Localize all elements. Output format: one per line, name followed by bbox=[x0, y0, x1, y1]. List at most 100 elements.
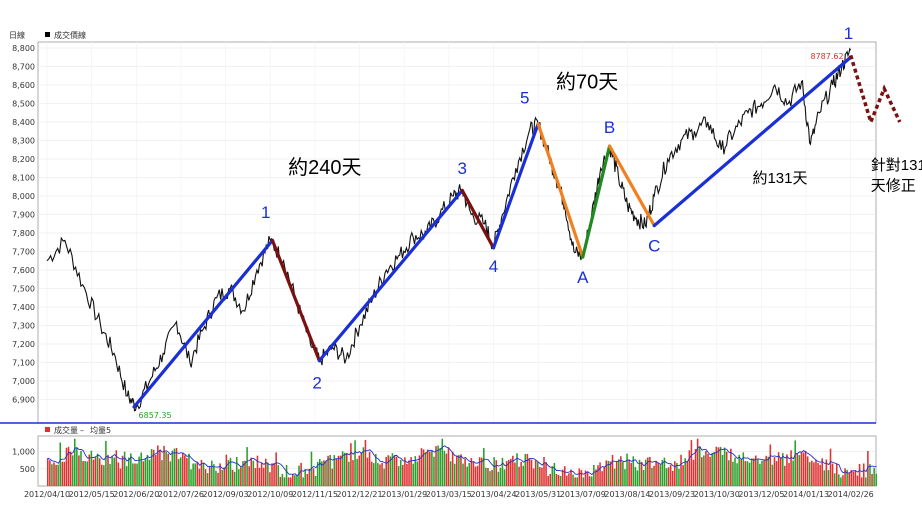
volume-legend-label: 成交量 bbox=[54, 425, 78, 435]
price-tick-label: 8,800 bbox=[12, 44, 35, 53]
volume-bar bbox=[468, 463, 471, 486]
volume-bar bbox=[127, 457, 130, 486]
volume-bar bbox=[615, 461, 618, 486]
wave-label-5: 5 bbox=[520, 89, 529, 108]
ma-legend-label: 均量5 bbox=[90, 425, 111, 435]
volume-bar bbox=[754, 455, 757, 486]
volume-bar bbox=[67, 446, 70, 486]
volume-bar bbox=[507, 459, 510, 486]
volume-bar bbox=[806, 456, 809, 486]
wave-label-3: 3 bbox=[458, 159, 467, 178]
volume-bar bbox=[746, 461, 749, 486]
volume-bar bbox=[539, 467, 541, 486]
volume-bar bbox=[381, 462, 383, 486]
volume-bar bbox=[194, 463, 196, 486]
volume-bar bbox=[59, 442, 62, 486]
volume-bar bbox=[181, 452, 184, 486]
volume-bar bbox=[829, 448, 832, 486]
volume-bar bbox=[651, 467, 653, 486]
volume-bar bbox=[730, 448, 732, 486]
volume-bar bbox=[493, 457, 495, 486]
volume-tick-label: 500 bbox=[20, 465, 35, 474]
panel-title: 日線 bbox=[9, 30, 25, 40]
wave-label-4: 4 bbox=[489, 257, 498, 276]
volume-bar bbox=[219, 463, 221, 486]
volume-bar bbox=[456, 455, 458, 486]
x-date-label: 2013/05/31 bbox=[515, 490, 561, 499]
volume-bar bbox=[705, 451, 707, 486]
wave-3-4-line bbox=[460, 188, 496, 250]
volume-bar bbox=[73, 438, 76, 486]
x-axis-dates: 2012/04/102012/05/152012/06/202012/07/26… bbox=[24, 490, 874, 499]
volume-bar bbox=[489, 471, 491, 486]
volume-bar bbox=[750, 458, 753, 486]
price-tick-label: 7,700 bbox=[12, 248, 35, 257]
volume-bar bbox=[786, 454, 788, 486]
volume-bar bbox=[445, 453, 448, 486]
volume-bar bbox=[860, 477, 863, 486]
volume-bar bbox=[576, 477, 578, 486]
volume-bar bbox=[372, 463, 375, 486]
volume-bar bbox=[92, 459, 95, 486]
volume-bar bbox=[107, 454, 109, 486]
volume-bar bbox=[522, 465, 525, 486]
volume-bar bbox=[478, 457, 481, 486]
volume-bar bbox=[206, 473, 209, 486]
volume-bar bbox=[779, 457, 782, 486]
volume-bar bbox=[298, 465, 300, 486]
volume-bar bbox=[406, 463, 408, 486]
price-tick-label: 7,600 bbox=[12, 266, 35, 275]
volume-bar bbox=[586, 472, 589, 486]
volume-bar bbox=[520, 461, 522, 486]
volume-bar bbox=[368, 451, 371, 486]
volume-bar bbox=[819, 464, 821, 486]
volume-bar bbox=[306, 474, 309, 486]
volume-bar bbox=[617, 459, 620, 486]
wave-labels: 1 2 3 4 5 A B C 1 bbox=[261, 24, 853, 393]
volume-bar bbox=[304, 469, 307, 486]
volume-bar bbox=[300, 462, 302, 486]
x-date-label: 2012/07/26 bbox=[158, 490, 204, 499]
volume-bar bbox=[165, 451, 167, 486]
volume-bar bbox=[227, 460, 230, 486]
annotation-0: 約240天 bbox=[288, 156, 361, 179]
annotation-1: 約70天 bbox=[556, 71, 618, 94]
volume-bar bbox=[688, 450, 691, 486]
projection-line bbox=[849, 54, 902, 128]
volume-bar bbox=[744, 461, 747, 486]
x-date-label: 2013/01/29 bbox=[381, 490, 427, 499]
volume-bar bbox=[258, 467, 261, 486]
volume-bar bbox=[719, 446, 722, 486]
volume-bar bbox=[142, 461, 145, 486]
volume-bar bbox=[628, 459, 630, 486]
volume-bar bbox=[802, 452, 805, 486]
volume-bar bbox=[420, 448, 423, 486]
volume-bar bbox=[715, 446, 718, 486]
volume-bar bbox=[711, 452, 713, 486]
volume-bar bbox=[426, 449, 429, 486]
volume-bar bbox=[784, 465, 786, 486]
volume-bar bbox=[134, 463, 136, 486]
volume-bar bbox=[798, 455, 801, 486]
volume-bar bbox=[607, 460, 610, 486]
volume-bar bbox=[657, 463, 659, 486]
volume-bar bbox=[553, 463, 556, 486]
volume-bar bbox=[470, 458, 473, 486]
volume-bar bbox=[252, 460, 255, 486]
price-tick-label: 7,300 bbox=[12, 322, 35, 331]
volume-bar bbox=[287, 477, 290, 486]
volume-bar bbox=[474, 466, 477, 486]
volume-bar bbox=[848, 472, 850, 486]
volume-bar bbox=[171, 450, 174, 486]
volume-bar bbox=[213, 464, 215, 486]
volume-bar bbox=[811, 460, 813, 486]
volume-bar bbox=[555, 474, 558, 486]
volume-bar bbox=[796, 453, 799, 486]
volume-bar bbox=[692, 459, 695, 486]
volume-bar bbox=[686, 461, 689, 486]
volume-bar bbox=[331, 468, 333, 486]
volume-tick-label: 1,000 bbox=[12, 448, 35, 457]
volume-bar bbox=[738, 454, 740, 486]
volume-bar bbox=[235, 457, 238, 486]
